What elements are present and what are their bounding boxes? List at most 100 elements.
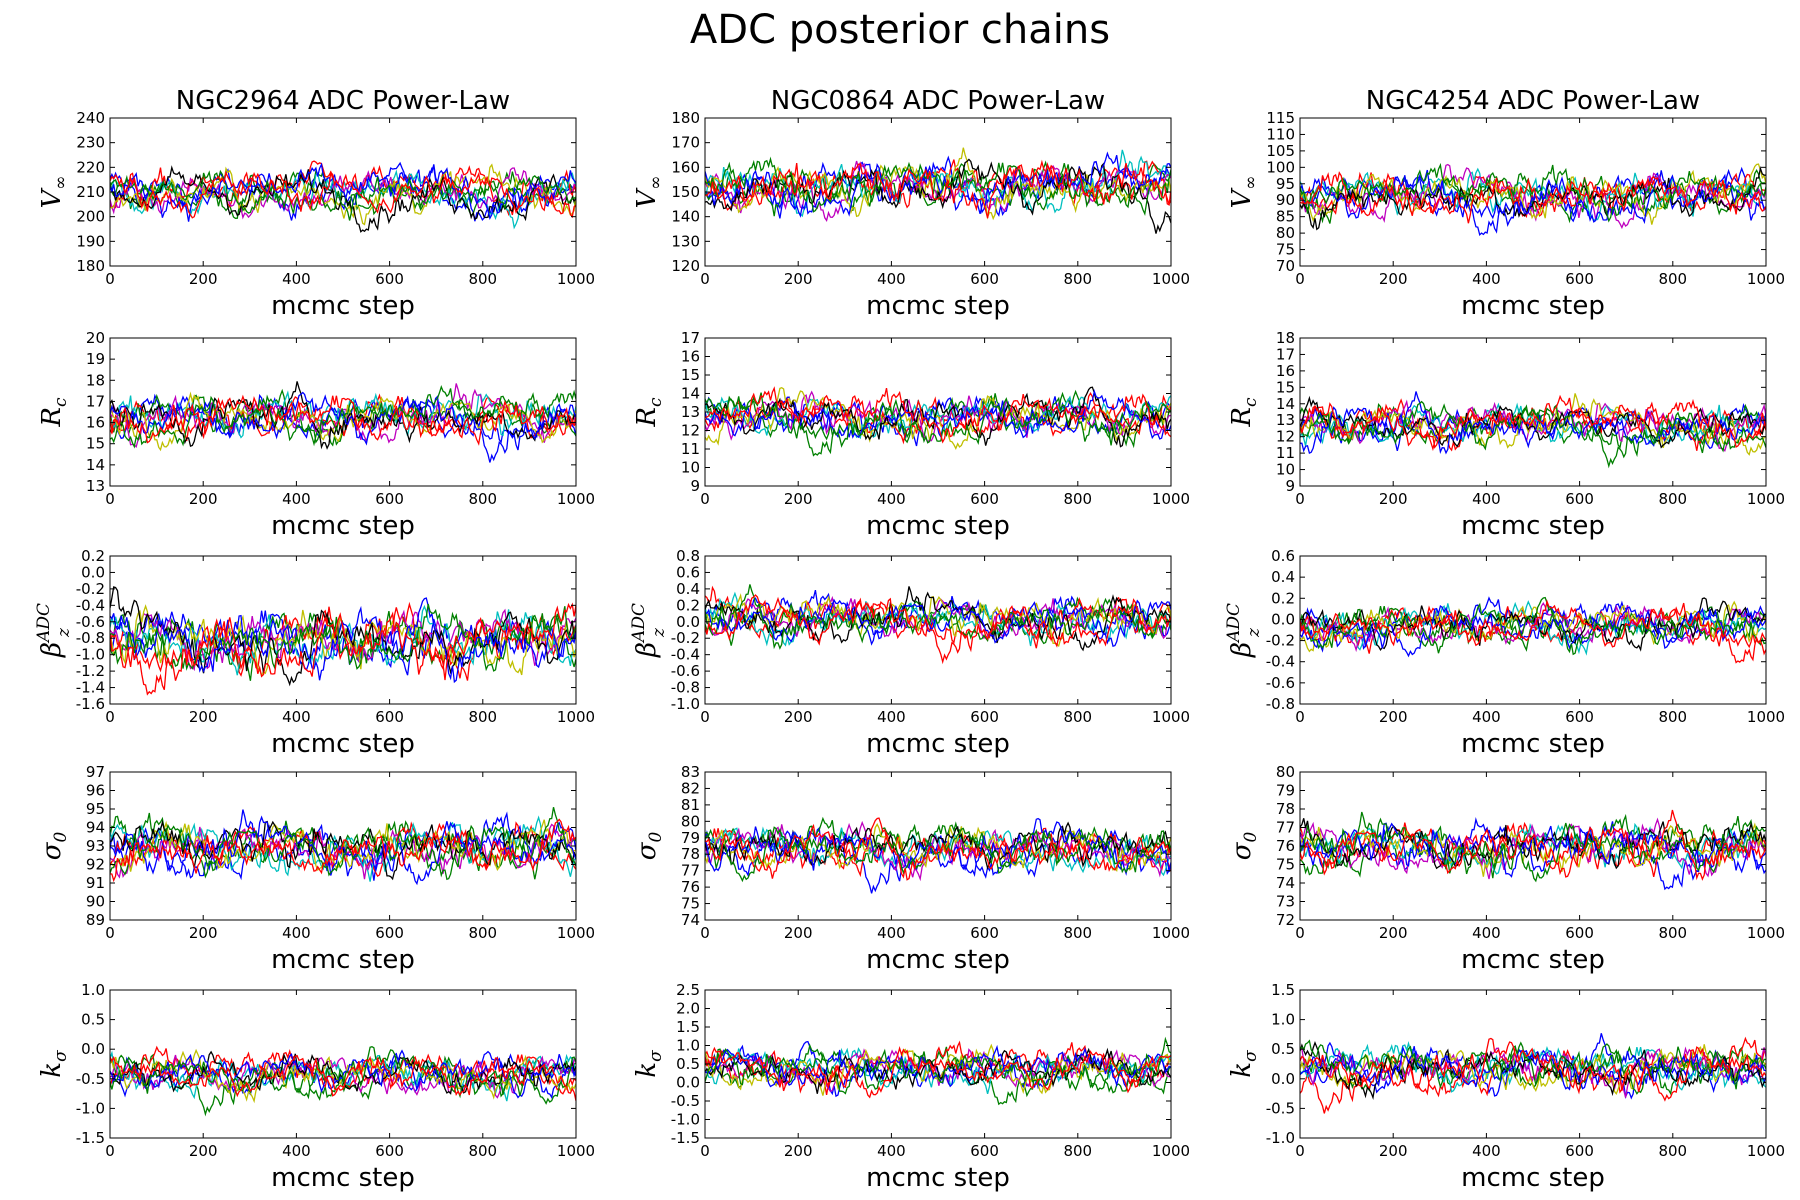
chain-line-9 (110, 1054, 576, 1101)
x-tick-label: 1000 (1747, 490, 1785, 508)
chain-line-4 (110, 1054, 576, 1099)
chain-line-0 (110, 610, 576, 676)
x-tick-label: 0 (105, 490, 115, 508)
y-tick-label: 100 (1266, 158, 1295, 176)
y-tick-label: 90 (1276, 191, 1295, 209)
axes-frame (109, 555, 577, 705)
chain-line-3 (705, 395, 1171, 440)
chain-line-3 (1300, 822, 1766, 875)
chain-traces (705, 584, 1171, 665)
y-tick-label: 19 (86, 350, 105, 368)
y-tick-label: 20 (86, 329, 105, 347)
y-tick-label: -1.0 (76, 1099, 105, 1117)
chain-line-7 (1300, 391, 1766, 455)
y-tick-label: 150 (671, 183, 700, 201)
chain-line-9 (110, 818, 576, 883)
chain-traces (110, 586, 576, 696)
x-tick-label: 200 (784, 490, 813, 508)
y-tick-label: -0.4 (671, 646, 700, 664)
x-tick-label: 600 (970, 708, 999, 726)
x-axis-label: mcmc step (271, 511, 415, 541)
panel-2-1: 0 200 400 600 800 1000 -1.0-0.8-0.6-0.4-0.20.0… (629, 547, 1190, 759)
y-tick-label: 95 (86, 800, 105, 818)
chain-line-9 (705, 817, 1171, 881)
chain-line-7 (110, 809, 576, 886)
chain-line-8 (110, 603, 576, 672)
chain-traces (705, 386, 1171, 457)
y-tick-label: -1.5 (671, 1129, 700, 1147)
y-tick-label: 96 (86, 782, 105, 800)
chain-traces (1300, 596, 1766, 664)
x-axis-label: mcmc step (866, 729, 1010, 759)
x-tick-label: 1000 (1747, 270, 1785, 288)
y-tick-label: 9 (690, 477, 700, 495)
x-tick-label: 400 (877, 1142, 906, 1160)
x-tick-label: 400 (1472, 490, 1501, 508)
y-tick-label: 15 (1276, 378, 1295, 396)
chain-line-8 (1300, 400, 1766, 469)
x-tick-label: 0 (700, 924, 710, 942)
x-tick-label: 1000 (1152, 1142, 1190, 1160)
y-tick-label: 1.0 (676, 1037, 700, 1055)
x-tick-label: 800 (1063, 708, 1092, 726)
y-tick-label: 14 (86, 456, 105, 474)
x-axis-label: mcmc step (271, 729, 415, 759)
x-tick-label: 800 (1658, 924, 1687, 942)
x-tick-label: 600 (1565, 708, 1594, 726)
chain-line-8 (110, 384, 576, 449)
x-axis-label: mcmc step (866, 945, 1010, 975)
y-tick-label: -0.5 (76, 1070, 105, 1088)
y-tick-label: 12 (681, 422, 700, 440)
y-tick-label: 75 (1276, 856, 1295, 874)
y-axis-label: kσ (632, 1050, 666, 1078)
y-tick-label: 240 (76, 109, 105, 127)
x-axis-label: mcmc step (271, 945, 415, 975)
x-tick-label: 600 (970, 924, 999, 942)
x-axis-label: mcmc step (1461, 1163, 1605, 1193)
chain-line-9 (705, 594, 1171, 665)
y-tick-label: 170 (671, 134, 700, 152)
chain-line-7 (1300, 605, 1766, 658)
x-tick-label: 200 (1379, 1142, 1408, 1160)
x-axis-label: mcmc step (1461, 511, 1605, 541)
x-tick-label: 600 (375, 708, 404, 726)
x-tick-label: 200 (784, 270, 813, 288)
y-tick-label: 75 (1276, 241, 1295, 259)
y-tick-label: -0.6 (671, 662, 700, 680)
x-tick-label: 200 (784, 924, 813, 942)
chain-traces (1300, 809, 1766, 891)
x-tick-label: 800 (468, 924, 497, 942)
y-tick-label: 16 (681, 348, 700, 366)
x-tick-label: 400 (877, 924, 906, 942)
y-tick-label: 160 (671, 158, 700, 176)
chain-traces (705, 816, 1171, 894)
x-tick-label: 800 (1658, 270, 1687, 288)
y-tick-label: -0.4 (1266, 653, 1295, 671)
x-tick-label: 800 (1063, 490, 1092, 508)
chain-line-4 (1300, 1046, 1766, 1098)
x-tick-label: 400 (282, 1142, 311, 1160)
y-tick-label: 120 (671, 257, 700, 275)
chain-line-5 (705, 386, 1171, 450)
x-tick-label: 400 (282, 708, 311, 726)
x-tick-label: 800 (468, 1142, 497, 1160)
chain-line-7 (705, 817, 1171, 878)
y-axis-label: σ0 (632, 832, 666, 861)
y-tick-label: 70 (1276, 257, 1295, 275)
x-axis-label: mcmc step (866, 291, 1010, 321)
y-tick-label: 9 (1285, 477, 1295, 495)
chain-line-8 (705, 584, 1171, 650)
x-tick-label: 200 (1379, 490, 1408, 508)
chain-line-0 (1300, 166, 1766, 223)
x-tick-label: 200 (784, 1142, 813, 1160)
y-tick-label: 90 (86, 893, 105, 911)
chain-line-8 (1300, 811, 1766, 883)
y-tick-label: 10 (1276, 461, 1295, 479)
x-tick-label: 200 (1379, 270, 1408, 288)
x-tick-label: 600 (375, 490, 404, 508)
chain-line-7 (705, 388, 1171, 440)
y-tick-label: -0.2 (76, 580, 105, 598)
y-tick-label: 0.6 (1271, 547, 1295, 565)
